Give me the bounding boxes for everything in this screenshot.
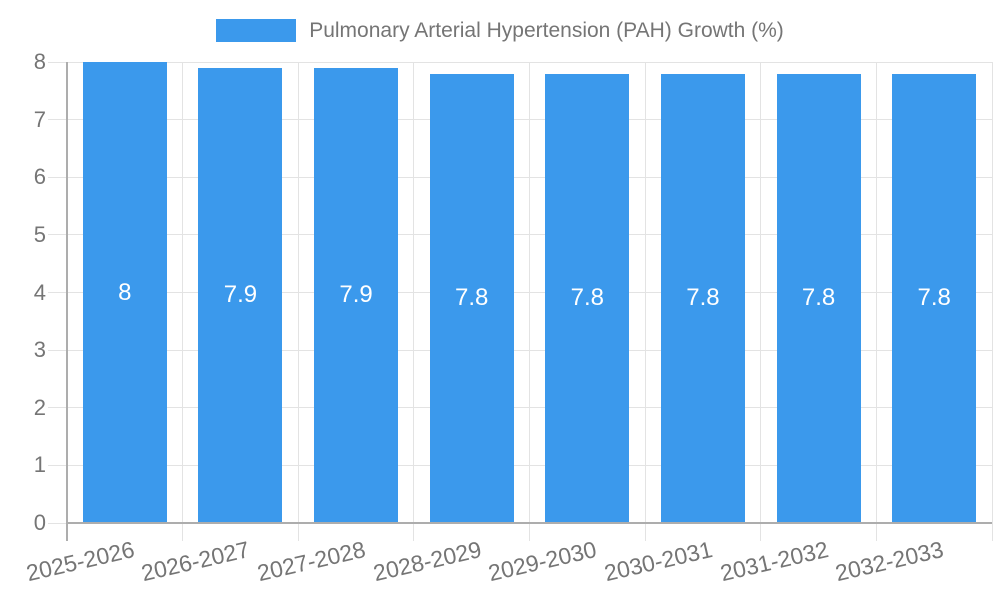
x-axis-tick bbox=[297, 523, 299, 541]
y-axis-tick bbox=[48, 464, 67, 466]
bar[interactable]: 7.8 bbox=[545, 73, 630, 523]
y-axis-tick bbox=[48, 349, 67, 351]
bar-value-label: 8 bbox=[118, 278, 132, 306]
x-axis-label: 2028-2029 bbox=[370, 536, 484, 587]
gridline-vertical bbox=[182, 62, 184, 523]
x-axis-tick bbox=[760, 523, 762, 541]
x-axis-tick bbox=[529, 523, 530, 541]
x-axis-label: 2029-2030 bbox=[486, 536, 600, 587]
x-axis-label: 2026-2027 bbox=[139, 536, 253, 587]
gridline-vertical bbox=[297, 62, 299, 523]
x-axis-line bbox=[67, 522, 992, 524]
y-axis-tick-label: 1 bbox=[33, 452, 46, 478]
y-axis-tick-label: 5 bbox=[33, 221, 46, 247]
bar-value-label: 7.8 bbox=[455, 284, 489, 312]
y-axis-tick-label: 8 bbox=[33, 49, 46, 74]
y-axis-line bbox=[66, 62, 68, 541]
bar-value-label: 7.9 bbox=[223, 281, 258, 309]
bar-value-label: 7.8 bbox=[917, 284, 951, 312]
y-axis-tick-label: 4 bbox=[33, 279, 46, 305]
legend-label: Pulmonary Arterial Hypertension (PAH) Gr… bbox=[309, 19, 784, 42]
x-axis-label: 2031-2032 bbox=[717, 536, 831, 587]
bar[interactable]: 7.9 bbox=[198, 67, 283, 523]
x-axis-tick bbox=[991, 523, 993, 541]
x-axis-label: 2027-2028 bbox=[254, 536, 368, 587]
bar[interactable]: 8 bbox=[82, 62, 167, 523]
x-axis-tick bbox=[875, 523, 877, 541]
y-axis-tick bbox=[48, 522, 67, 524]
x-axis-tick bbox=[644, 523, 646, 541]
bar[interactable]: 7.8 bbox=[892, 73, 977, 523]
y-axis-tick bbox=[48, 61, 67, 63]
y-axis-tick bbox=[48, 407, 67, 409]
y-axis-tick-label: 6 bbox=[33, 164, 46, 190]
bar[interactable]: 7.9 bbox=[314, 67, 399, 523]
bar[interactable]: 7.8 bbox=[660, 73, 745, 523]
y-axis-tick-label: 2 bbox=[33, 394, 46, 420]
gridline-vertical bbox=[991, 62, 993, 523]
x-axis-tick bbox=[413, 523, 415, 541]
bar-value-label: 7.9 bbox=[339, 281, 373, 309]
gridline-vertical bbox=[644, 62, 646, 523]
bar[interactable]: 7.8 bbox=[776, 73, 861, 523]
x-axis-tick bbox=[182, 523, 184, 541]
bar-value-label: 7.8 bbox=[570, 284, 604, 312]
x-axis-label: 2030-2031 bbox=[601, 536, 715, 587]
bar-value-label: 7.8 bbox=[801, 284, 836, 312]
y-axis-tick-label: 7 bbox=[33, 106, 46, 132]
gridline-vertical bbox=[529, 62, 530, 523]
y-axis-tick bbox=[48, 176, 67, 178]
x-axis-label: 2032-2033 bbox=[833, 536, 947, 587]
y-axis-tick bbox=[48, 234, 67, 236]
y-axis-tick-label: 0 bbox=[33, 510, 46, 535]
gridline-vertical bbox=[875, 62, 877, 523]
y-axis-tick bbox=[48, 292, 67, 293]
gridline-vertical bbox=[760, 62, 762, 523]
legend-swatch bbox=[216, 19, 297, 42]
y-axis-tick bbox=[48, 119, 67, 121]
y-axis-tick-label: 3 bbox=[33, 337, 46, 363]
bar[interactable]: 7.8 bbox=[429, 73, 514, 523]
gridline-vertical bbox=[413, 62, 415, 523]
chart-legend[interactable]: Pulmonary Arterial Hypertension (PAH) Gr… bbox=[0, 17, 1000, 44]
bar-value-label: 7.8 bbox=[686, 284, 720, 312]
x-axis-label: 2025-2026 bbox=[23, 536, 137, 587]
